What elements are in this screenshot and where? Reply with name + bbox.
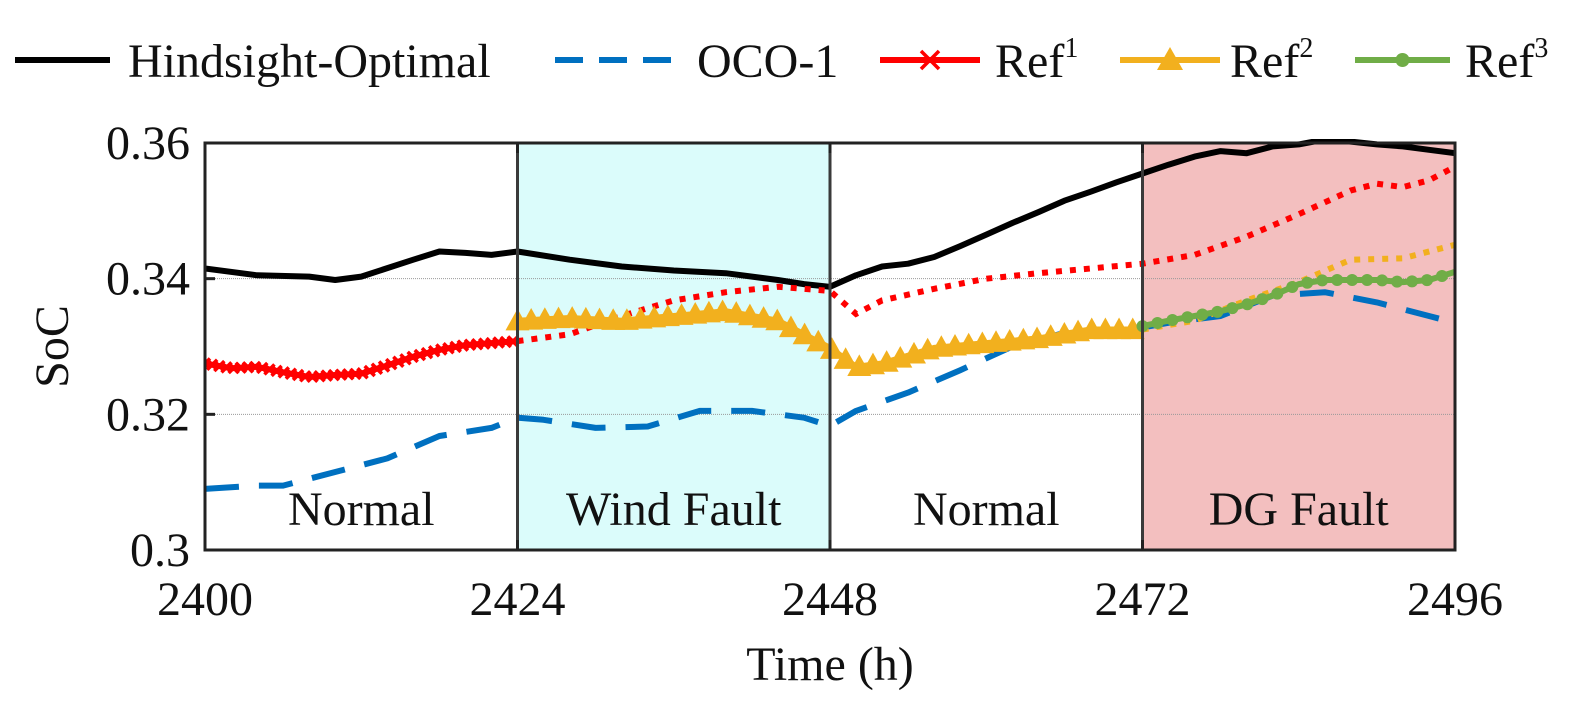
marker-dot-9 — [1271, 287, 1284, 300]
series-lines — [205, 139, 1455, 492]
series-continuation-2 — [517, 164, 1455, 345]
region-label-2: Normal — [913, 483, 1060, 536]
xtick-label-0: 2400 — [157, 573, 253, 626]
xtick-label-4: 2496 — [1407, 573, 1503, 626]
legend-sup-3: 2 — [1299, 33, 1313, 64]
marker-dot-6 — [1226, 302, 1239, 315]
xtick-label-2: 2448 — [782, 573, 878, 626]
marker-dot-14 — [1346, 274, 1359, 287]
marker-triangle-20 — [778, 315, 803, 338]
marker-dot-13 — [1331, 274, 1344, 287]
axes: 2400 2424 2448 2472 2496 0.3 0.32 0.34 0.36 Time … — [26, 117, 1503, 691]
marker-triangle-22 — [806, 329, 831, 352]
marker-dot-10 — [1286, 280, 1299, 293]
region-label-0: Normal — [288, 483, 435, 536]
marker-dot-16 — [1376, 274, 1389, 287]
x-axis-title: Time (h) — [746, 638, 914, 691]
marker-triangle-21 — [792, 322, 817, 345]
series-line-1 — [205, 289, 1455, 492]
legend-item-1: OCO-1 — [555, 35, 838, 88]
region-labels: Normal Wind Fault Normal DG Fault — [288, 483, 1389, 536]
legend-sup-4: 3 — [1534, 33, 1548, 64]
marker-triangle-45 — [1120, 317, 1145, 340]
marker-dot-4 — [1196, 308, 1209, 321]
series-ref1 — [205, 164, 1455, 384]
legend-label-1: OCO-1 — [697, 35, 838, 88]
marker-dot-11 — [1301, 276, 1314, 289]
legend-item-3: Ref2 — [1120, 33, 1313, 88]
region-3-background — [1142, 143, 1455, 550]
marker-dot-18 — [1406, 275, 1419, 288]
legend: Hindsight-Optimal OCO-1 Ref1 Ref2 Ref3 — [15, 33, 1548, 88]
legend-item-4: Ref3 — [1355, 33, 1548, 88]
marker-triangle-19 — [765, 308, 790, 331]
marker-dot-7 — [1241, 298, 1254, 311]
marker-dot-1 — [1151, 317, 1164, 330]
xtick-label-3: 2472 — [1095, 573, 1191, 626]
ytick-label-2: 0.34 — [106, 253, 190, 306]
series-line-0 — [205, 139, 1455, 290]
marker-dot-12 — [1316, 274, 1329, 287]
marker-dot-15 — [1361, 274, 1374, 287]
xtick-label-1: 2424 — [470, 573, 566, 626]
marker-dot-5 — [1211, 305, 1224, 318]
region-1-background — [517, 143, 830, 550]
y-axis-title: SoC — [26, 305, 79, 388]
legend-sup-2: 1 — [1064, 33, 1078, 64]
marker-dot-8 — [1256, 293, 1269, 306]
fault-regions — [205, 143, 1455, 550]
legend-label-2: Ref1 — [995, 33, 1078, 88]
legend-label-4: Ref3 — [1465, 33, 1548, 88]
marker-triangle-18 — [751, 306, 776, 328]
marker-dot-19 — [1421, 274, 1434, 287]
ytick-label-3: 0.36 — [106, 117, 190, 170]
ytick-label-1: 0.32 — [106, 388, 190, 441]
legend-item-0: Hindsight-Optimal — [15, 35, 491, 88]
marker-triangle-23 — [819, 337, 844, 359]
series-ref2 — [505, 241, 1455, 377]
marker-dot-2 — [1166, 314, 1179, 327]
marker-triangle-16 — [724, 301, 749, 323]
marker-triangle-17 — [737, 303, 762, 326]
marker-triangle-24 — [833, 347, 858, 369]
ytick-label-0: 0.3 — [130, 524, 190, 577]
region-label-3: DG Fault — [1209, 483, 1390, 536]
marker-dot-3 — [1181, 311, 1194, 324]
series-hindsight-optimal — [205, 139, 1455, 290]
legend-item-2: Ref1 — [880, 33, 1078, 88]
legend-label-0: Hindsight-Optimal — [128, 35, 491, 88]
marker-dot-17 — [1391, 275, 1404, 288]
marker-dot-20 — [1435, 269, 1448, 282]
legend-label-3: Ref2 — [1230, 33, 1313, 88]
region-label-1: Wind Fault — [566, 483, 782, 536]
series-ref3 — [1136, 269, 1455, 333]
series-oco-1 — [205, 289, 1455, 492]
